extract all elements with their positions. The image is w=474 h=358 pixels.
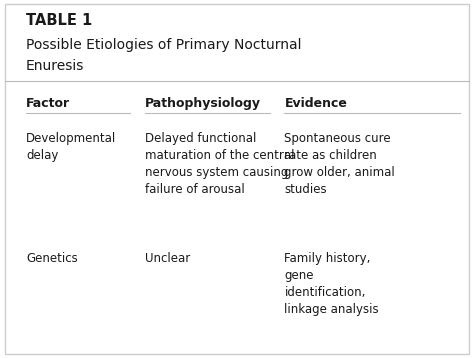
Text: Genetics: Genetics: [26, 252, 78, 265]
Text: Evidence: Evidence: [284, 97, 347, 110]
Text: Possible Etiologies of Primary Nocturnal: Possible Etiologies of Primary Nocturnal: [26, 38, 301, 52]
Text: Delayed functional
maturation of the central
nervous system causing
failure of a: Delayed functional maturation of the cen…: [145, 132, 294, 197]
Text: Family history,
gene
identification,
linkage analysis: Family history, gene identification, lin…: [284, 252, 379, 316]
Text: Developmental
delay: Developmental delay: [26, 132, 116, 163]
Text: Enuresis: Enuresis: [26, 59, 84, 73]
Text: Unclear: Unclear: [145, 252, 190, 265]
Text: Pathophysiology: Pathophysiology: [145, 97, 261, 110]
Text: Factor: Factor: [26, 97, 70, 110]
Text: TABLE 1: TABLE 1: [26, 13, 92, 28]
Text: Spontaneous cure
rate as children
grow older, animal
studies: Spontaneous cure rate as children grow o…: [284, 132, 395, 197]
